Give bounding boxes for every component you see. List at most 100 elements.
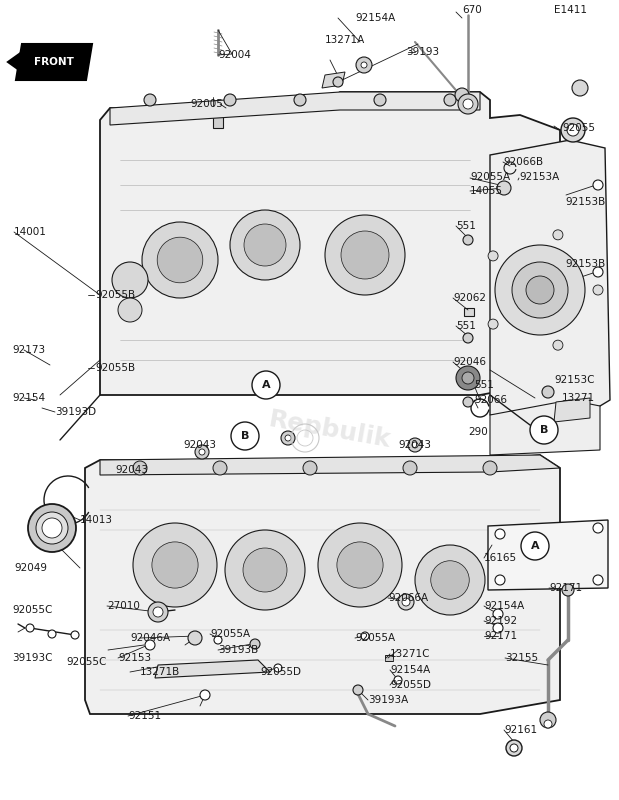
Polygon shape <box>100 92 560 395</box>
Circle shape <box>495 245 585 335</box>
Circle shape <box>294 94 306 106</box>
Circle shape <box>318 523 402 607</box>
Circle shape <box>48 630 56 638</box>
Circle shape <box>213 461 227 475</box>
Text: 92055A: 92055A <box>210 629 250 639</box>
Polygon shape <box>490 400 600 455</box>
Circle shape <box>243 548 287 592</box>
Text: 92153C: 92153C <box>554 375 594 385</box>
Circle shape <box>455 88 469 102</box>
Text: 92043: 92043 <box>398 440 431 450</box>
Circle shape <box>572 80 588 96</box>
Circle shape <box>415 545 485 615</box>
Bar <box>213 106 223 128</box>
Text: 92154: 92154 <box>12 393 45 403</box>
Text: 92062: 92062 <box>453 293 486 303</box>
Polygon shape <box>85 455 560 714</box>
Text: 14013: 14013 <box>80 515 113 525</box>
Circle shape <box>244 224 286 266</box>
Text: 290: 290 <box>468 427 488 437</box>
Text: B: B <box>241 431 249 441</box>
Text: 92154A: 92154A <box>390 665 430 675</box>
Circle shape <box>593 267 603 277</box>
Text: 92055C: 92055C <box>12 605 53 615</box>
Text: 92171: 92171 <box>549 583 582 593</box>
Circle shape <box>200 690 210 700</box>
Circle shape <box>341 231 389 279</box>
Text: 13271A: 13271A <box>325 35 365 45</box>
Text: 551: 551 <box>456 321 476 331</box>
Circle shape <box>540 712 556 728</box>
Polygon shape <box>110 92 480 125</box>
Text: 92005: 92005 <box>190 99 223 109</box>
Circle shape <box>408 438 422 452</box>
Text: FRONT: FRONT <box>34 57 74 67</box>
Circle shape <box>118 298 142 322</box>
Text: 92055: 92055 <box>562 123 595 133</box>
Circle shape <box>398 594 414 610</box>
Circle shape <box>252 371 280 399</box>
Text: A: A <box>530 541 539 551</box>
Circle shape <box>153 607 163 617</box>
Circle shape <box>285 435 291 441</box>
Polygon shape <box>100 455 560 475</box>
Text: 39193: 39193 <box>406 47 439 57</box>
Polygon shape <box>554 398 590 422</box>
Text: 92055D: 92055D <box>390 680 431 690</box>
Bar <box>464 308 474 316</box>
Text: 92173: 92173 <box>12 345 45 355</box>
Circle shape <box>493 623 503 633</box>
Circle shape <box>42 518 62 538</box>
Polygon shape <box>155 660 270 678</box>
Text: 551: 551 <box>474 380 494 390</box>
Circle shape <box>325 215 405 295</box>
Circle shape <box>553 230 563 240</box>
Circle shape <box>188 631 202 645</box>
Text: 13271: 13271 <box>562 393 595 403</box>
Text: 92055B: 92055B <box>95 290 135 300</box>
Text: 92153: 92153 <box>118 653 151 663</box>
Circle shape <box>250 639 260 649</box>
Circle shape <box>133 523 217 607</box>
Text: 92153A: 92153A <box>519 172 559 182</box>
Text: 92066A: 92066A <box>388 593 428 603</box>
Circle shape <box>157 238 203 282</box>
Text: 13271B: 13271B <box>140 667 180 677</box>
Text: E1411: E1411 <box>554 5 587 15</box>
Text: 92171: 92171 <box>484 631 517 641</box>
Circle shape <box>214 636 222 644</box>
Circle shape <box>567 124 579 136</box>
Text: 92153B: 92153B <box>565 259 605 269</box>
Text: B: B <box>540 425 548 435</box>
Circle shape <box>333 77 343 87</box>
Text: 13271C: 13271C <box>390 649 430 659</box>
Circle shape <box>231 422 259 450</box>
Circle shape <box>144 94 156 106</box>
Text: 92004: 92004 <box>218 50 251 60</box>
Text: A: A <box>262 380 271 390</box>
Circle shape <box>394 676 402 684</box>
Text: 92151: 92151 <box>128 711 161 721</box>
Circle shape <box>431 561 469 599</box>
Circle shape <box>303 461 317 475</box>
Polygon shape <box>490 140 610 418</box>
Circle shape <box>495 575 505 585</box>
Circle shape <box>361 62 367 68</box>
Circle shape <box>526 276 554 304</box>
Circle shape <box>593 523 603 533</box>
Circle shape <box>112 262 148 298</box>
Circle shape <box>463 235 473 245</box>
Text: 16165: 16165 <box>484 553 517 563</box>
Circle shape <box>562 584 574 596</box>
Text: 39193B: 39193B <box>218 645 258 655</box>
Circle shape <box>145 640 155 650</box>
Text: 92055B: 92055B <box>95 363 135 373</box>
Text: 92055D: 92055D <box>260 667 301 677</box>
Text: 551: 551 <box>456 221 476 231</box>
Circle shape <box>148 602 168 622</box>
Text: 92046: 92046 <box>453 357 486 367</box>
Circle shape <box>225 530 305 610</box>
Polygon shape <box>488 520 608 590</box>
Text: 39193A: 39193A <box>368 695 409 705</box>
Circle shape <box>274 664 282 672</box>
